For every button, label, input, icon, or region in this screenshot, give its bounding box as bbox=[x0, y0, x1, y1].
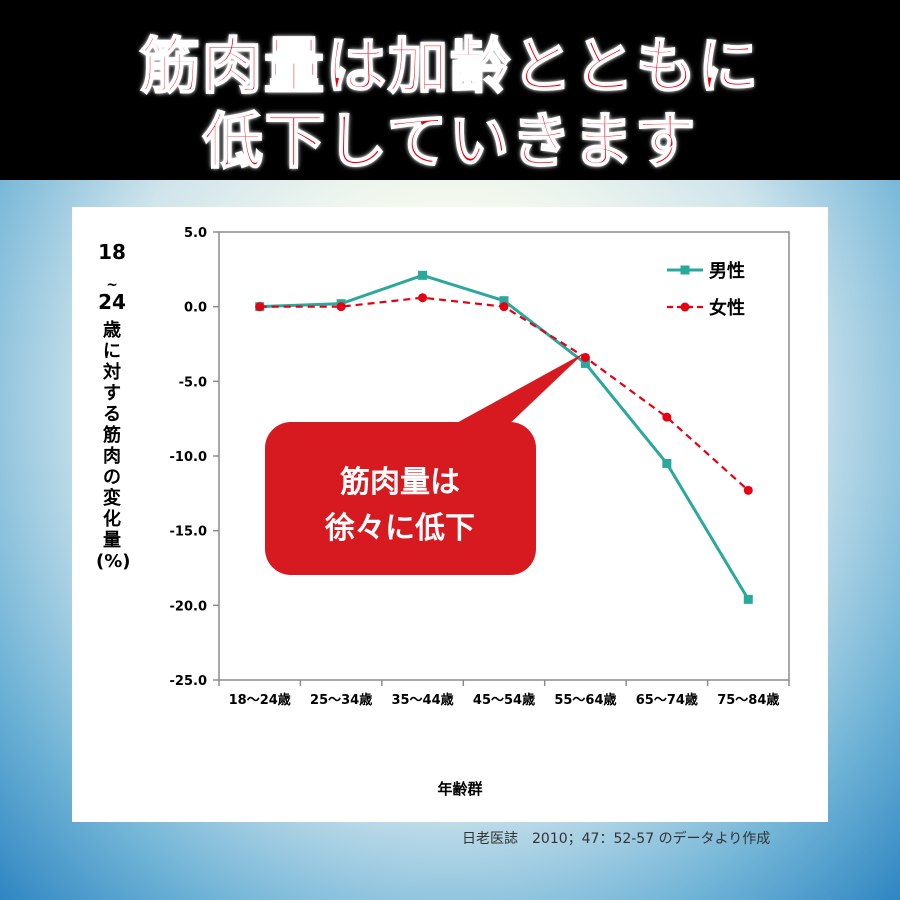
y-tick-label: 0.0 bbox=[184, 301, 207, 316]
x-tick-label: 35～44歳 bbox=[391, 692, 453, 708]
y-axis-label-start: 18 bbox=[98, 240, 126, 264]
data-point-male bbox=[580, 358, 590, 368]
data-point-female bbox=[499, 302, 509, 312]
chart-panel: 5.0 0.0 -5.0 -10.0 -15.0 -20.0 -25.0 18～24歳 25～… bbox=[72, 207, 828, 822]
title-line-1: 筋肉量は加齢とともに bbox=[139, 31, 760, 103]
x-tick-label: 25～34歳 bbox=[310, 692, 372, 708]
callout-text-line-2: 徐々に低下 bbox=[324, 511, 475, 546]
source-note: 日老医誌 2010；47：52-57 のデータより作成 bbox=[462, 831, 771, 847]
legend-label-female: 女性 bbox=[709, 297, 745, 319]
title-line-2: 低下していきます bbox=[202, 106, 698, 178]
x-tick-label: 55～64歳 bbox=[554, 692, 616, 708]
callout-box bbox=[265, 422, 536, 575]
x-axis-title: 年齢群 bbox=[437, 780, 482, 798]
data-point-male bbox=[499, 296, 509, 306]
data-point-female bbox=[418, 293, 428, 303]
data-point-male bbox=[743, 594, 753, 604]
data-point-female bbox=[580, 352, 590, 362]
data-point-female bbox=[336, 302, 346, 312]
callout-pointer bbox=[442, 353, 584, 431]
y-tick-label: -20.0 bbox=[170, 599, 207, 614]
legend-label-male: 男性 bbox=[709, 260, 745, 282]
y-tick-label: 5.0 bbox=[184, 226, 207, 241]
data-point-female bbox=[662, 412, 672, 422]
y-axis-label: 歳に対する筋肉の変化量(%) bbox=[96, 320, 131, 572]
y-tick-label: -5.0 bbox=[179, 375, 207, 390]
data-point-male bbox=[418, 270, 428, 280]
y-axis-label-tilde: ~ bbox=[106, 277, 118, 293]
legend-marker-male bbox=[680, 265, 690, 275]
data-point-female bbox=[255, 302, 265, 312]
y-axis-label-end: 24 bbox=[98, 290, 126, 314]
data-point-female bbox=[743, 485, 753, 495]
data-point-male bbox=[662, 458, 672, 468]
y-tick-label: -15.0 bbox=[170, 525, 207, 540]
x-tick-label: 65～74歳 bbox=[636, 692, 698, 708]
x-tick-label: 75～84歳 bbox=[717, 692, 779, 708]
legend-marker-female bbox=[680, 302, 690, 312]
y-tick-label: -25.0 bbox=[170, 674, 207, 689]
callout-text-line-1: 筋肉量は bbox=[340, 465, 460, 500]
x-tick-label: 45～54歳 bbox=[473, 692, 535, 708]
x-tick-label: 18～24歳 bbox=[229, 692, 291, 708]
line-chart: 5.0 0.0 -5.0 -10.0 -15.0 -20.0 -25.0 18～24歳 25～… bbox=[170, 226, 790, 798]
title-banner: 筋肉量は加齢とともに 低下していきます bbox=[0, 0, 900, 180]
y-tick-label: -10.0 bbox=[170, 450, 207, 465]
